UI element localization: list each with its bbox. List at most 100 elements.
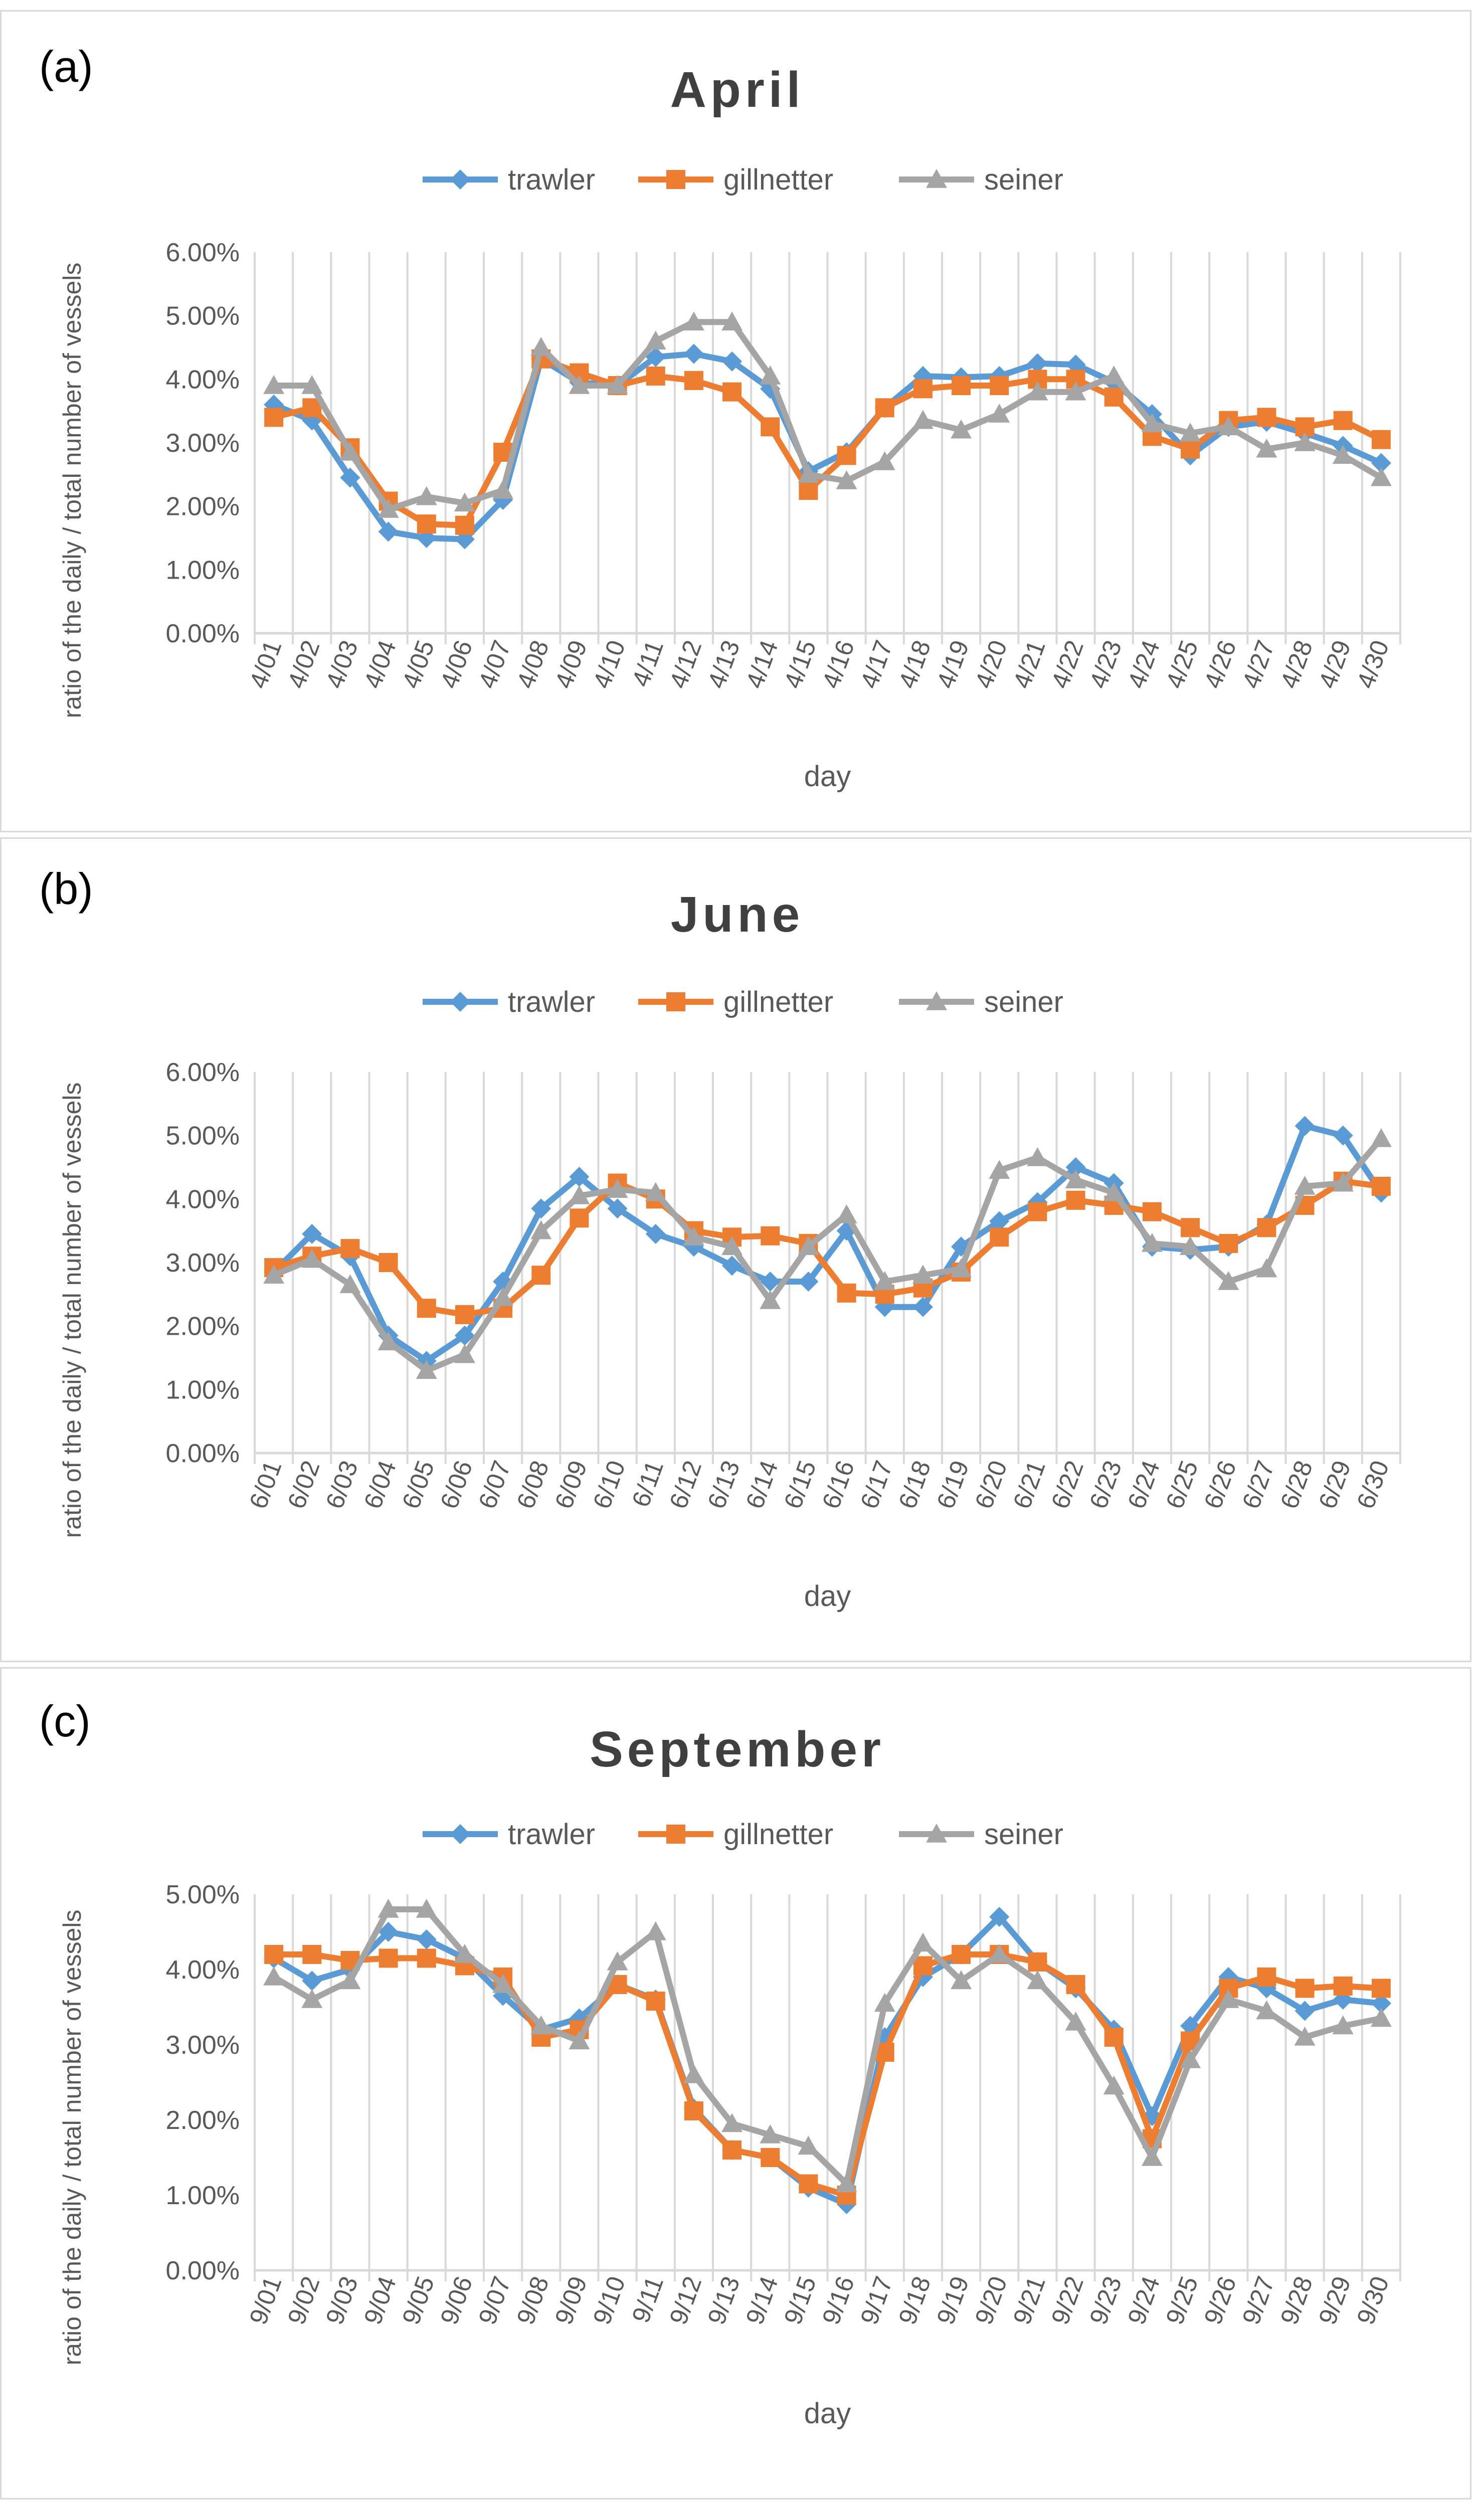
data-point-seiner [645,1921,666,1940]
x-tick-label: 6/25 [1161,1457,1204,1513]
data-point-seiner [912,410,934,429]
x-tick-label: 4/21 [1008,637,1051,692]
x-tick-label: 6/06 [435,1457,478,1513]
data-point-seiner [645,330,666,350]
data-point-seiner [1370,467,1392,486]
chart-title: September [590,1721,885,1777]
data-point-gillnetter [1104,2028,1124,2047]
data-point-gillnetter [531,1266,551,1285]
x-tick-label: 4/26 [1199,637,1242,692]
x-tick-label: 9/11 [626,2273,669,2326]
data-point-seiner [760,1290,781,1309]
x-tick-label: 6/07 [473,1457,516,1513]
data-point-gillnetter [1181,1218,1200,1237]
x-tick-label: 6/11 [626,1457,669,1511]
data-point-trawler [569,1167,590,1187]
x-tick-label: 9/02 [282,2273,325,2329]
y-axis-title: ratio of the daily / total number of ves… [58,1910,86,2366]
x-tick-label: 9/05 [397,2273,440,2329]
x-tick-label: 4/10 [588,637,631,692]
data-point-seiner [989,1160,1010,1179]
y-tick-label: 2.00% [166,1312,240,1341]
x-tick-label: 4/30 [1351,637,1394,692]
y-axis: 0.00% 1.00% 2.00% 3.00% 4.00% 5.00% [166,1880,240,2285]
data-point-seiner [1103,2075,1125,2095]
x-tick-label: 6/02 [282,1457,325,1513]
data-point-seiner [530,337,552,356]
data-point-seiner [874,1271,895,1290]
x-tick-label: 4/18 [893,637,936,692]
legend-marker-gillnetter [666,170,685,189]
data-point-seiner [454,1944,475,1963]
x-tick-label: 9/25 [1161,2273,1204,2329]
x-tick-label: 6/27 [1237,1457,1280,1513]
legend-marker-gillnetter [666,992,685,1011]
legend-label-trawler: trawler [508,1818,595,1851]
x-tick-label: 6/21 [1008,1457,1051,1513]
data-point-seiner [416,1899,437,1918]
x-tick-label: 9/19 [932,2273,975,2329]
data-point-trawler [1371,453,1391,473]
data-point-gillnetter [1028,1952,1047,1972]
data-point-trawler [760,1272,781,1292]
gridlines [254,1894,1401,2281]
x-tick-label: 4/02 [282,637,325,692]
data-point-trawler [340,467,360,488]
chart-title: April [670,62,805,118]
panel-label: (a) [39,42,93,91]
legend: trawler gillnetter seiner [423,1818,1063,1851]
data-point-seiner [1180,1236,1201,1256]
legend-label-trawler: trawler [508,986,595,1018]
data-point-trawler [989,1907,1010,1927]
x-tick-label: 9/30 [1351,2273,1394,2329]
data-point-gillnetter [990,1227,1009,1247]
x-tick-label: 4/23 [1084,637,1127,692]
data-point-trawler [1065,1157,1086,1177]
x-tick-label: 6/20 [970,1457,1013,1513]
data-point-gillnetter [952,376,971,395]
series-seiner [263,1128,1392,1379]
x-axis: 9/019/029/039/049/059/069/079/089/099/10… [244,2273,1395,2329]
legend-marker-trawler [450,1824,470,1844]
y-tick-label: 5.00% [166,1880,240,1909]
data-point-seiner [836,1204,857,1223]
data-point-gillnetter [875,398,894,418]
x-tick-label: 4/07 [473,637,516,692]
data-point-gillnetter [1257,1218,1276,1237]
data-point-gillnetter [990,376,1009,395]
data-point-seiner [1218,416,1239,436]
x-tick-label: 9/14 [740,2273,784,2329]
y-tick-label: 1.00% [166,1375,240,1404]
x-tick-label: 6/22 [1046,1457,1089,1513]
x-axis-title: day [804,1580,851,1613]
data-point-trawler [683,343,704,364]
data-point-seiner [339,1970,361,1990]
data-point-gillnetter [722,2140,742,2160]
x-tick-label: 4/13 [702,637,746,692]
data-point-gillnetter [646,367,665,386]
y-tick-label: 0.00% [166,619,240,648]
data-point-seiner [989,404,1010,423]
data-point-seiner [874,1993,895,2012]
x-axis: 6/016/026/036/046/056/066/076/086/096/10… [244,1457,1395,1513]
x-tick-label: 4/01 [244,637,287,692]
x-tick-label: 6/23 [1084,1457,1127,1513]
legend-marker-seiner [926,169,947,188]
y-tick-label: 3.00% [166,2031,240,2060]
y-tick-label: 6.00% [166,238,240,267]
x-tick-label: 9/17 [855,2273,898,2329]
data-point-seiner [1332,2015,1354,2035]
data-point-seiner [1027,1970,1048,1990]
data-point-seiner [1027,1147,1048,1166]
data-point-gillnetter [417,1299,436,1318]
x-tick-label: 6/12 [664,1457,707,1513]
x-tick-label: 6/14 [740,1457,784,1513]
data-point-gillnetter [799,2174,818,2194]
data-point-seiner [301,375,323,394]
x-tick-label: 6/05 [397,1457,440,1513]
y-tick-label: 4.00% [166,1955,240,1985]
y-tick-label: 6.00% [166,1058,240,1087]
data-point-seiner [683,311,704,331]
data-point-seiner [301,1248,323,1268]
x-tick-label: 4/12 [664,637,707,692]
